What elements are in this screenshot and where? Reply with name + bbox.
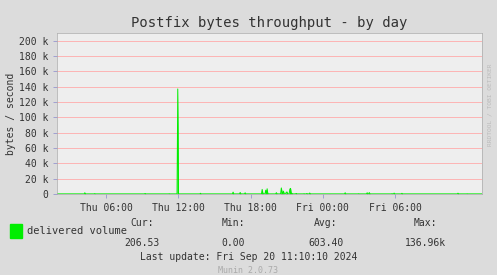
Text: RRDTOOL / TOBI OETIKER: RRDTOOL / TOBI OETIKER xyxy=(487,63,492,146)
Text: Min:: Min: xyxy=(222,218,246,228)
Text: Avg:: Avg: xyxy=(314,218,337,228)
Text: Cur:: Cur: xyxy=(130,218,154,228)
Title: Postfix bytes throughput - by day: Postfix bytes throughput - by day xyxy=(131,16,408,31)
Y-axis label: bytes / second: bytes / second xyxy=(6,72,16,155)
Text: Munin 2.0.73: Munin 2.0.73 xyxy=(219,266,278,275)
Text: delivered volume: delivered volume xyxy=(27,226,127,236)
Text: Last update: Fri Sep 20 11:10:10 2024: Last update: Fri Sep 20 11:10:10 2024 xyxy=(140,252,357,262)
Text: 136.96k: 136.96k xyxy=(405,238,445,248)
Text: 603.40: 603.40 xyxy=(308,238,343,248)
Text: 206.53: 206.53 xyxy=(124,238,159,248)
Text: Max:: Max: xyxy=(413,218,437,228)
Text: 0.00: 0.00 xyxy=(222,238,246,248)
